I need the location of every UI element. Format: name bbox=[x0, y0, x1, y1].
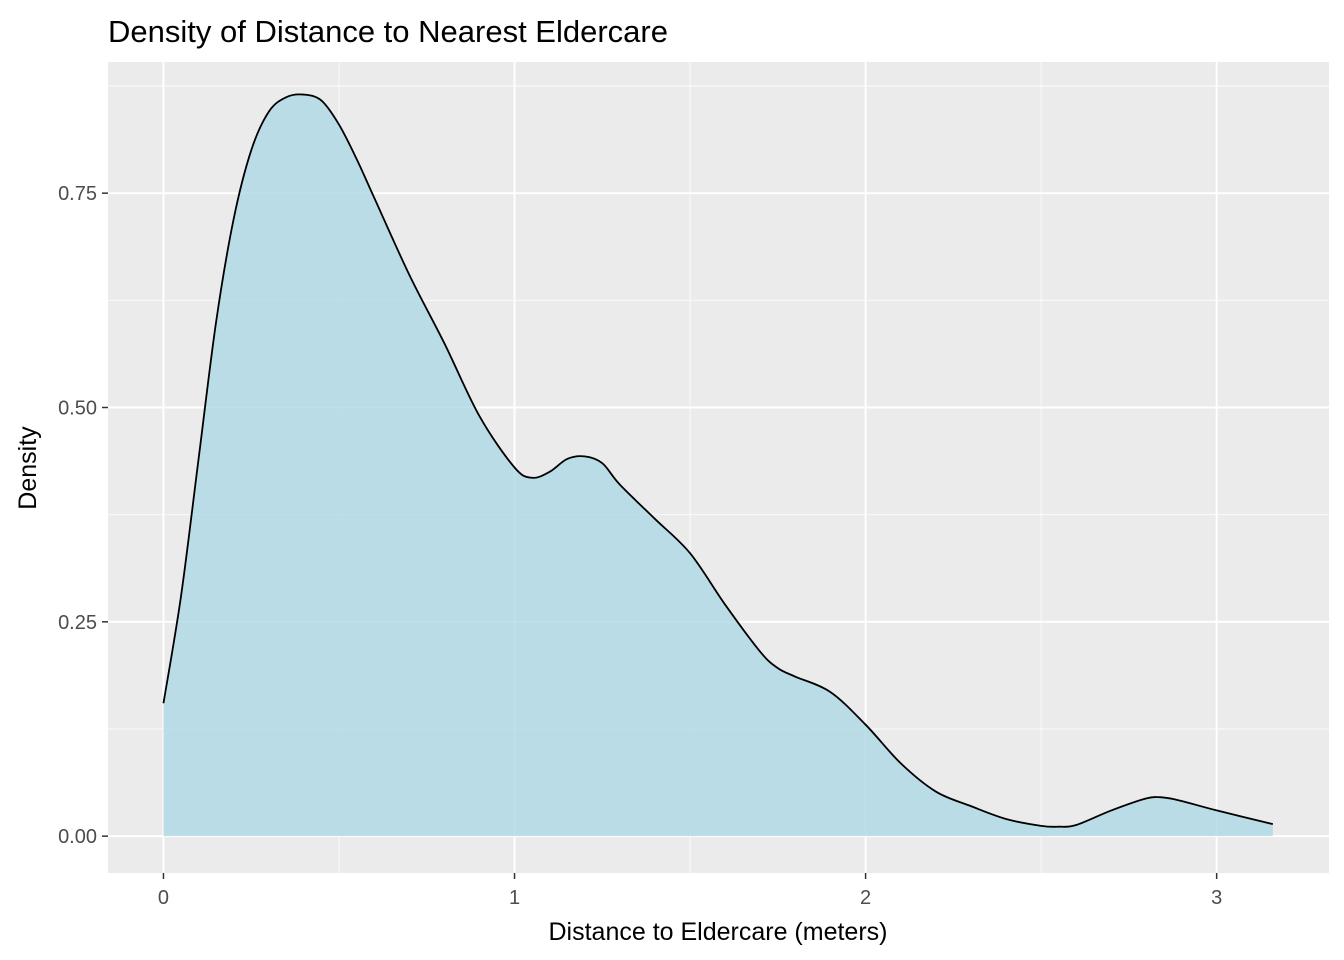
y-axis-title: Density bbox=[14, 426, 42, 510]
y-tick-label: 0.00 bbox=[58, 826, 97, 848]
x-tick-label: 0 bbox=[158, 887, 169, 909]
y-tick-label: 0.25 bbox=[58, 612, 97, 634]
density-area bbox=[163, 94, 1273, 837]
chart-title: Density of Distance to Nearest Eldercare bbox=[108, 14, 668, 49]
y-tick-label: 0.75 bbox=[58, 183, 97, 205]
y-tick-label: 0.50 bbox=[58, 397, 97, 419]
x-axis: 0 1 2 3 bbox=[158, 873, 1222, 909]
x-tick-label: 1 bbox=[509, 887, 520, 909]
x-axis-title: Distance to Eldercare (meters) bbox=[548, 918, 887, 946]
density-line bbox=[162, 93, 1274, 828]
x-tick-label: 2 bbox=[860, 887, 871, 909]
x-tick-label: 3 bbox=[1211, 887, 1222, 909]
y-axis: 0.00 0.25 0.50 0.75 bbox=[58, 183, 108, 848]
